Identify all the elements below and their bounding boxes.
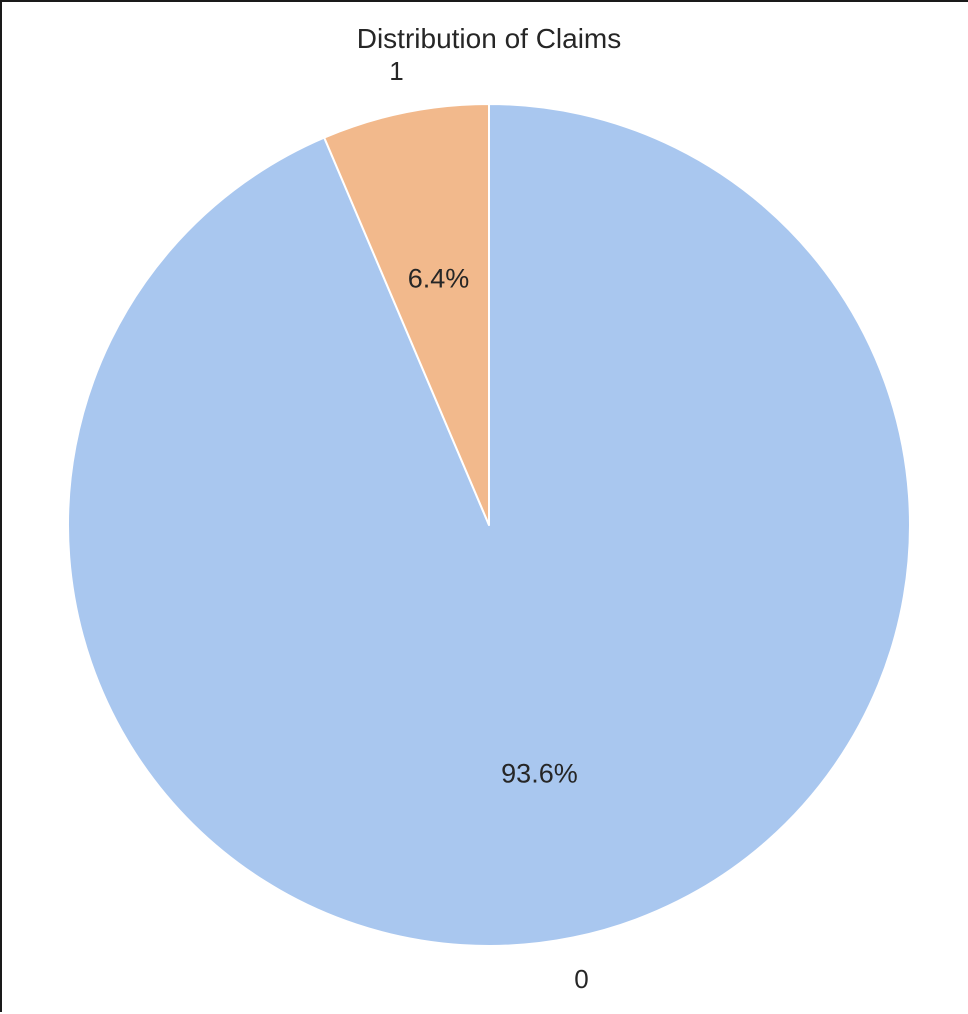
chart-title: Distribution of Claims — [357, 23, 622, 54]
percent-label-0: 93.6% — [501, 759, 578, 789]
pie-slice-1 — [323, 103, 490, 526]
percent-label-1: 6.4% — [408, 263, 470, 293]
pie-slice-0 — [67, 103, 911, 947]
pie-labels: 0 93.6% 1 6.4% — [389, 56, 588, 994]
category-label-0: 0 — [574, 964, 588, 994]
category-label-1: 1 — [389, 56, 403, 86]
pie-slices — [67, 103, 911, 947]
